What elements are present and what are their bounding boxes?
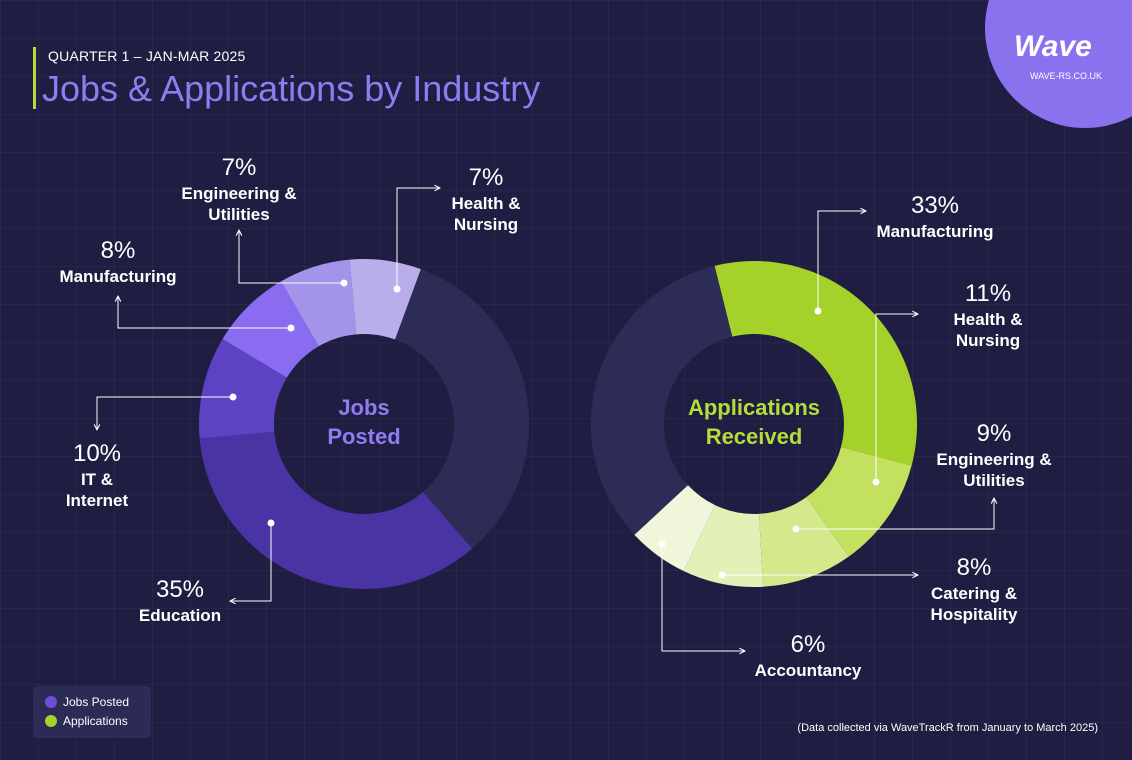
category-label: Health & Nursing — [451, 194, 521, 235]
donut-slice — [683, 505, 764, 587]
category-label: Engineering & Utilities — [181, 184, 297, 225]
leader-line — [875, 314, 918, 482]
category-label: IT & Internet — [65, 470, 129, 511]
category-label: Manufacturing — [876, 222, 994, 242]
donut-slice — [222, 281, 319, 378]
leader-dot — [229, 393, 237, 401]
legend-label: Applications — [63, 714, 128, 728]
slice-label: 8% Catering & Hospitality — [914, 552, 1034, 626]
category-label: Education — [138, 606, 222, 626]
leader-dot — [814, 307, 822, 315]
value-label: 7% — [468, 164, 504, 191]
slice-label: 7% Health & Nursing — [436, 162, 536, 236]
value-label: 7% — [221, 154, 257, 181]
leader-dot — [287, 324, 295, 332]
leader-dot — [393, 285, 401, 293]
title: Jobs & Applications by Industry — [42, 68, 541, 109]
leader-dot — [340, 279, 348, 287]
category-label: Accountancy — [754, 661, 862, 681]
value-label: 9% — [976, 420, 1012, 447]
value-label: 11% — [964, 280, 1012, 307]
slice-label: 10% IT & Internet — [52, 438, 142, 512]
donut-slice — [395, 269, 529, 549]
donut-slice — [198, 339, 287, 439]
chart-center-title: Applications Received — [687, 395, 820, 449]
leader-dot — [267, 519, 275, 527]
logo-url: WAVE-RS.CO.UK — [1030, 71, 1103, 81]
legend-swatch — [45, 715, 57, 727]
donut-slice — [590, 265, 733, 535]
leader-dot — [792, 525, 800, 533]
slice-label: 35% Education — [120, 574, 240, 626]
leader-line — [396, 188, 440, 289]
slice-label: 9% Engineering & Utilities — [929, 418, 1059, 492]
legend-item: Applications — [45, 714, 128, 728]
accent-bar — [33, 47, 36, 109]
value-label: 33% — [910, 192, 960, 219]
leader-line — [239, 230, 344, 284]
slice-label: 11% Health & Nursing — [938, 278, 1038, 352]
leader-dot — [872, 478, 880, 486]
donut-slice — [634, 485, 716, 571]
donut-slice — [714, 261, 917, 466]
logo: Wave — [1014, 30, 1092, 63]
legend-item: Jobs Posted — [45, 695, 129, 709]
donut-slice — [281, 259, 357, 347]
leader-line — [97, 396, 233, 430]
donut-slice — [199, 431, 473, 590]
value-label: 35% — [155, 576, 205, 603]
subtitle: QUARTER 1 – JAN-MAR 2025 — [48, 48, 246, 64]
value-label: 10% — [72, 440, 122, 467]
category-label: Catering & Hospitality — [930, 584, 1018, 625]
category-label: Manufacturing — [59, 267, 177, 287]
slice-label: 8% Manufacturing — [43, 235, 193, 287]
leader-line — [118, 296, 291, 329]
leader-line — [817, 211, 866, 311]
leader-dot — [658, 540, 666, 548]
category-label: Engineering & Utilities — [936, 450, 1052, 491]
donut-slice — [349, 259, 421, 340]
slice-label: 7% Engineering & Utilities — [174, 152, 304, 226]
leader-line — [661, 544, 745, 651]
donut-slice — [759, 497, 849, 587]
legend-label: Jobs Posted — [63, 695, 130, 709]
value-label: 6% — [790, 631, 826, 658]
value-label: 8% — [956, 554, 992, 581]
slice-label: 33% Manufacturing — [860, 190, 1010, 242]
legend-swatch — [45, 696, 57, 708]
slice-label: 6% Accountancy — [743, 629, 873, 681]
category-label: Health & Nursing — [953, 310, 1023, 351]
legend: Jobs Posted Applications — [33, 686, 151, 738]
footnote: (Data collected via WaveTrackR from Janu… — [797, 722, 1098, 734]
leader-line — [796, 498, 994, 530]
leader-dot — [718, 571, 726, 579]
leader-line — [230, 523, 272, 601]
value-label: 8% — [100, 237, 136, 264]
chart-center-title: Jobs Posted — [327, 395, 401, 449]
